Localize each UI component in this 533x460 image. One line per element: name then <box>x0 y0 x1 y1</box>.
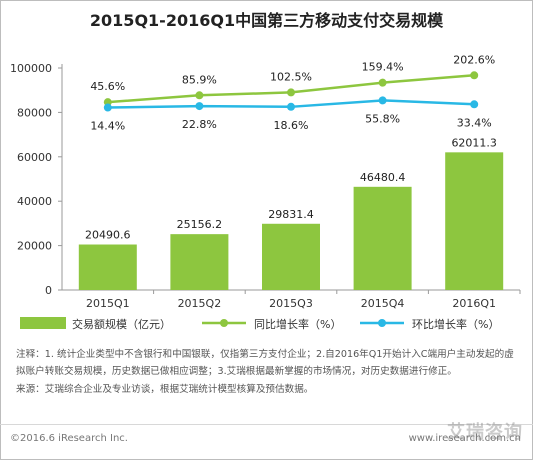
bar-value-label: 62011.3 <box>451 136 497 149</box>
bar-value-label: 25156.2 <box>177 218 223 231</box>
x-tick-label: 2015Q1 <box>86 297 130 310</box>
series-value-label: 55.8% <box>365 112 400 125</box>
x-tick-label: 2015Q3 <box>269 297 313 310</box>
legend-line-marker <box>220 319 228 327</box>
bar <box>262 223 320 290</box>
x-tick-label: 2015Q4 <box>361 297 405 310</box>
series-value-label: 22.8% <box>182 118 217 131</box>
series-point <box>470 71 479 80</box>
series-point <box>287 88 295 97</box>
footer-divider <box>0 424 533 425</box>
series-point <box>378 78 387 87</box>
copyright-text: ©2016.6 iResearch Inc. <box>10 433 128 444</box>
legend-line-label: 同比增长率（%） <box>254 317 341 331</box>
legend-bar-swatch <box>20 317 66 329</box>
series-value-label: 33.4% <box>457 116 492 129</box>
chart-title: 2015Q1-2016Q1中国第三方移动支付交易规模 <box>89 11 444 30</box>
note-text: 注释：1. 统计企业类型中不含银行和中国银联，仅指第三方支付企业；2.自2016… <box>16 349 514 377</box>
bar-value-label: 20490.6 <box>85 229 131 242</box>
chart-svg: 0 20000 40000 60000 80000 100000 20490.6 2015Q1… <box>10 53 521 331</box>
bar-value-label: 46480.4 <box>360 171 406 184</box>
y-tick-label: 100000 <box>10 62 52 75</box>
notes-block: 注释：1. 统计企业类型中不含银行和中国银联，仅指第三方支付企业；2.自2016… <box>16 346 521 398</box>
y-tick-label: 40000 <box>17 195 52 208</box>
watermark-logo: 艾瑞咨询 <box>447 422 523 443</box>
bar <box>445 152 504 290</box>
legend-line-marker <box>378 319 386 327</box>
series-value-label: 102.5% <box>270 70 312 83</box>
series-value-label: 85.9% <box>182 73 217 86</box>
series-point <box>195 91 204 100</box>
series-point <box>378 96 387 105</box>
bar <box>353 186 412 290</box>
x-tick-label: 2015Q2 <box>178 297 222 310</box>
series-value-label: 159.4% <box>362 61 404 74</box>
series-point <box>195 102 204 111</box>
website-text: www.iresearch.com.cn <box>408 433 521 444</box>
series-point <box>103 103 112 112</box>
bar <box>170 234 229 290</box>
series-point <box>287 102 295 111</box>
bar-value-label: 29831.4 <box>268 208 314 221</box>
x-tick-label: 2016Q1 <box>452 297 496 310</box>
y-tick-label: 80000 <box>17 106 52 119</box>
series-value-label: 202.6% <box>453 53 495 66</box>
series-point <box>470 100 479 109</box>
y-tick-label: 0 <box>45 284 52 297</box>
source-text: 来源：艾瑞综合企业及专业访谈，根据艾瑞统计模型核算及预估数据。 <box>16 384 314 395</box>
series-value-label: 45.6% <box>90 80 125 93</box>
legend-line-label: 环比增长率（%） <box>412 317 499 331</box>
series-value-label: 14.4% <box>90 120 125 133</box>
bar <box>78 244 137 290</box>
y-tick-label: 60000 <box>17 151 52 164</box>
series-value-label: 18.6% <box>274 119 309 132</box>
legend-bar-label: 交易额规模（亿元） <box>72 317 171 331</box>
y-tick-label: 20000 <box>17 240 52 253</box>
